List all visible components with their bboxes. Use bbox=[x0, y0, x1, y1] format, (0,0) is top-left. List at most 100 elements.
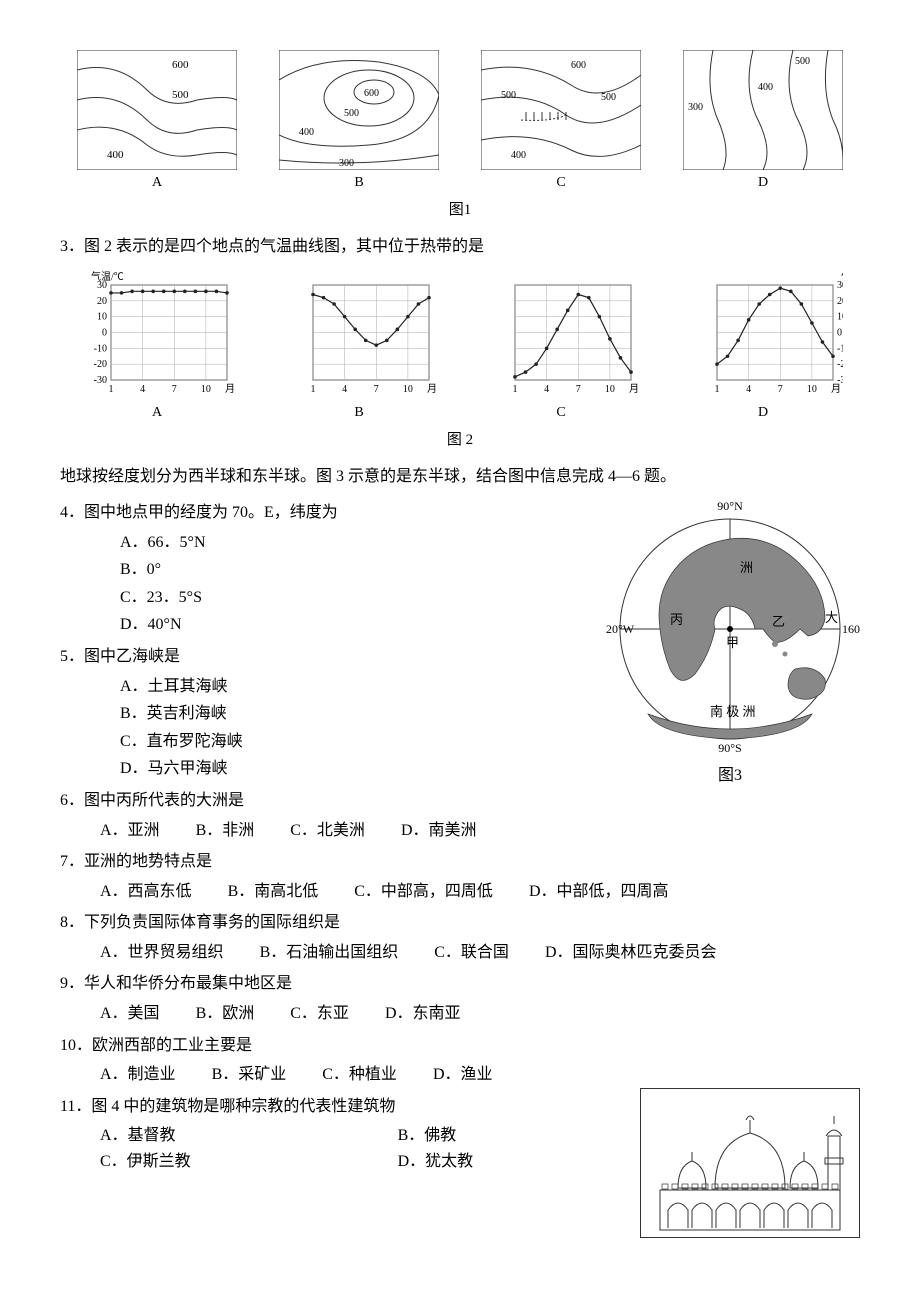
question-8-text: 8．下列负责国际体育事务的国际组织是 bbox=[60, 910, 860, 936]
svg-text:90°N: 90°N bbox=[717, 499, 743, 513]
option: C．23．5°S bbox=[120, 585, 600, 611]
figure-3-globe: 乙 90°N 90°S 20°W 160°E 南 极 洲 洲 丙 大 甲 bbox=[600, 494, 860, 763]
svg-text:气温/℃: 气温/℃ bbox=[841, 270, 843, 283]
figure-1-row: 600 500 400 A 600 500 400 300 B 600 bbox=[60, 50, 860, 194]
option: A．美国 bbox=[100, 1001, 160, 1027]
svg-text:600: 600 bbox=[172, 59, 189, 71]
option: B．英吉利海峡 bbox=[120, 701, 600, 727]
question-3-text: 3．图 2 表示的是四个地点的气温曲线图，其中位于热带的是 bbox=[60, 234, 860, 260]
figure-3-caption: 图3 bbox=[600, 763, 860, 789]
option: D．南美洲 bbox=[401, 818, 477, 844]
svg-text:20: 20 bbox=[837, 296, 843, 307]
question-7-text: 7．亚洲的地势特点是 bbox=[60, 849, 860, 875]
question-5-text: 5．图中乙海峡是 bbox=[60, 644, 600, 670]
question-5-options: A．土耳其海峡B．英吉利海峡C．直布罗陀海峡D．马六甲海峡 bbox=[120, 674, 600, 782]
svg-text:400: 400 bbox=[758, 82, 773, 93]
climate-panel-A: -30-20-100102030气温/℃14710月 A bbox=[77, 270, 237, 424]
svg-text:500: 500 bbox=[601, 92, 616, 103]
climate-panel-C: 14710月 C bbox=[481, 270, 641, 424]
svg-text:160°E: 160°E bbox=[842, 622, 860, 636]
option: C．中部高，四周低 bbox=[354, 879, 493, 905]
option: A．土耳其海峡 bbox=[120, 674, 600, 700]
question-7-options: A．西高东低B．南高北低C．中部高，四周低D．中部低，四周高 bbox=[100, 879, 860, 905]
svg-text:500: 500 bbox=[344, 108, 359, 119]
option: D．中部低，四周高 bbox=[529, 879, 669, 905]
question-10-text: 10．欧洲西部的工业主要是 bbox=[60, 1033, 860, 1059]
question-6-options: A．亚洲B．非洲C．北美洲D．南美洲 bbox=[100, 818, 600, 844]
question-9-options: A．美国 B．欧洲 C．东亚 D．东南亚 bbox=[100, 1001, 860, 1027]
svg-text:月: 月 bbox=[831, 383, 841, 395]
svg-text:400: 400 bbox=[299, 127, 314, 138]
option: C．联合国 bbox=[434, 940, 509, 966]
svg-text:南 极 洲: 南 极 洲 bbox=[710, 704, 756, 719]
svg-text:500: 500 bbox=[795, 56, 810, 67]
svg-text:4: 4 bbox=[746, 384, 751, 395]
svg-text:大: 大 bbox=[825, 610, 838, 625]
question-11-options: A．基督教B．佛教C．伊斯兰教D．犹太教 bbox=[100, 1123, 640, 1174]
svg-text:7: 7 bbox=[778, 384, 783, 395]
svg-text:600: 600 bbox=[571, 60, 586, 71]
option: D．东南亚 bbox=[385, 1001, 461, 1027]
svg-text:10: 10 bbox=[403, 384, 413, 395]
svg-text:1: 1 bbox=[513, 384, 518, 395]
svg-text:1: 1 bbox=[109, 384, 114, 395]
option: B．采矿业 bbox=[212, 1062, 287, 1088]
option: A．亚洲 bbox=[100, 818, 160, 844]
svg-text:300: 300 bbox=[339, 158, 354, 169]
option: D．40°N bbox=[120, 612, 600, 638]
question-6-text: 6．图中丙所代表的大洲是 bbox=[60, 788, 600, 814]
svg-text:-20: -20 bbox=[837, 359, 843, 370]
q4-6-block: 4．图中地点甲的经度为 70。E，纬度为 A．66．5°NB．0°C．23．5°… bbox=[60, 494, 860, 843]
figure-2-caption: 图 2 bbox=[60, 428, 860, 452]
figure-4-mosque bbox=[640, 1088, 860, 1247]
svg-text:7: 7 bbox=[172, 384, 177, 395]
panel-label: A bbox=[77, 172, 237, 194]
option: B．0° bbox=[120, 557, 600, 583]
figure-2-row: -30-20-100102030气温/℃14710月 A 14710月 B 14… bbox=[60, 270, 860, 424]
question-10-options: A．制造业B．采矿业C．种植业D．渔业 bbox=[100, 1062, 860, 1088]
svg-text:400: 400 bbox=[511, 150, 526, 161]
question-4-options: A．66．5°NB．0°C．23．5°SD．40°N bbox=[120, 530, 600, 638]
option: A．基督教 bbox=[100, 1123, 358, 1149]
option: D．犹太教 bbox=[398, 1149, 640, 1175]
svg-text:洲: 洲 bbox=[740, 560, 753, 575]
svg-text:月: 月 bbox=[629, 383, 639, 395]
svg-text:600: 600 bbox=[364, 88, 379, 99]
svg-text:7: 7 bbox=[576, 384, 581, 395]
option: A．制造业 bbox=[100, 1062, 176, 1088]
option: C．东亚 bbox=[290, 1001, 349, 1027]
svg-text:0: 0 bbox=[837, 327, 842, 338]
option: A．66．5°N bbox=[120, 530, 600, 556]
panel-label: A bbox=[77, 402, 237, 424]
contour-panel-C: 600 500 500 400 C bbox=[481, 50, 641, 194]
option: A．西高东低 bbox=[100, 879, 192, 905]
contour-panel-A: 600 500 400 A bbox=[77, 50, 237, 194]
panel-label: B bbox=[279, 172, 439, 194]
svg-text:10: 10 bbox=[97, 312, 107, 323]
svg-text:-20: -20 bbox=[94, 359, 107, 370]
option: B．欧洲 bbox=[196, 1001, 255, 1027]
svg-text:10: 10 bbox=[201, 384, 211, 395]
svg-text:500: 500 bbox=[172, 89, 189, 101]
svg-text:90°S: 90°S bbox=[718, 741, 741, 754]
panel-label: B bbox=[279, 402, 439, 424]
option: D．渔业 bbox=[433, 1062, 493, 1088]
svg-text:甲: 甲 bbox=[726, 635, 739, 650]
svg-text:20: 20 bbox=[97, 296, 107, 307]
svg-text:10: 10 bbox=[605, 384, 615, 395]
intro-4-6-text: 地球按经度划分为西半球和东半球。图 3 示意的是东半球，结合图中信息完成 4—6… bbox=[60, 464, 860, 490]
contour-panel-B: 600 500 400 300 B bbox=[279, 50, 439, 194]
svg-text:4: 4 bbox=[342, 384, 347, 395]
svg-text:-10: -10 bbox=[94, 343, 107, 354]
question-11-text: 11．图 4 中的建筑物是哪种宗教的代表性建筑物 bbox=[60, 1094, 640, 1120]
svg-text:4: 4 bbox=[140, 384, 145, 395]
svg-text:乙: 乙 bbox=[772, 614, 785, 629]
svg-text:10: 10 bbox=[807, 384, 817, 395]
climate-panel-B: 14710月 B bbox=[279, 270, 439, 424]
option: A．世界贸易组织 bbox=[100, 940, 224, 966]
svg-text:10: 10 bbox=[837, 312, 843, 323]
option: B．佛教 bbox=[398, 1123, 640, 1149]
panel-label: D bbox=[683, 172, 843, 194]
svg-text:400: 400 bbox=[107, 149, 124, 161]
svg-text:0: 0 bbox=[102, 327, 107, 338]
